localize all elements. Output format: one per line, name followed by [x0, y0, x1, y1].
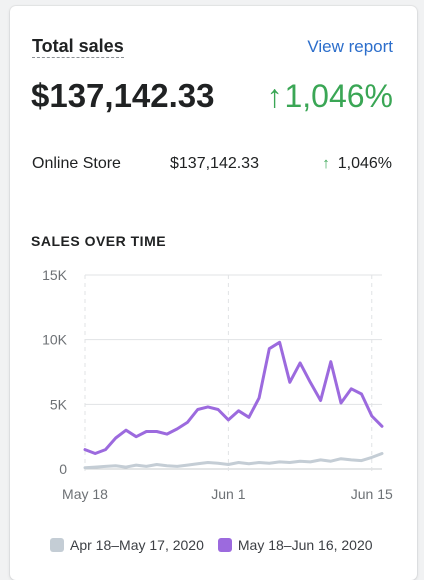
- x-tick-label: May 18: [62, 486, 108, 502]
- y-tick-label: 5K: [50, 396, 68, 412]
- total-sales-card: Total sales View report $137,142.33 ↑ 1,…: [10, 6, 417, 580]
- legend-label: Apr 18–May 17, 2020: [70, 537, 204, 553]
- y-tick-label: 10K: [42, 332, 68, 348]
- legend-item-previous[interactable]: Apr 18–May 17, 2020: [50, 537, 204, 553]
- x-tick-label: Jun 1: [211, 486, 245, 502]
- chart-legend: Apr 18–May 17, 2020 May 18–Jun 16, 2020: [50, 537, 373, 553]
- sales-over-time-chart: 0 5K 10K 15K May 18 Jun 1 Jun 15: [10, 6, 417, 526]
- series-line-current: [85, 342, 382, 453]
- legend-item-current[interactable]: May 18–Jun 16, 2020: [218, 537, 373, 553]
- legend-swatch: [50, 538, 64, 552]
- legend-label: May 18–Jun 16, 2020: [238, 537, 373, 553]
- y-tick-label: 15K: [42, 267, 68, 283]
- legend-swatch: [218, 538, 232, 552]
- x-tick-label: Jun 15: [351, 486, 393, 502]
- y-tick-label: 0: [59, 461, 67, 477]
- series-line-previous: [85, 454, 382, 468]
